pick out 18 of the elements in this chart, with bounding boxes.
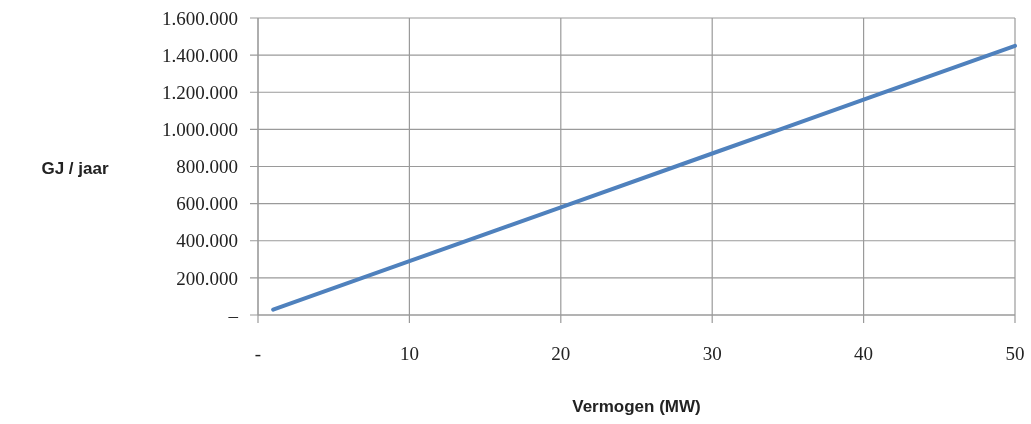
x-tick-label: 50 xyxy=(1005,343,1025,364)
x-tick-label: 10 xyxy=(399,343,419,364)
y-tick-label: 1.200.000 xyxy=(162,81,238,103)
y-tick-label: 200.000 xyxy=(176,267,238,289)
y-tick-label: 800.000 xyxy=(176,156,238,178)
y-tick-label: 1.400.000 xyxy=(162,44,238,66)
x-tick-label: - xyxy=(254,343,262,364)
x-tick-label: 40 xyxy=(854,343,874,364)
x-axis-title: Vermogen (MW) xyxy=(572,397,701,416)
y-tick-label: 400.000 xyxy=(176,230,238,252)
x-tick-label: 20 xyxy=(551,343,571,364)
y-tick-label: – xyxy=(227,304,239,326)
y-tick-label: 1.000.000 xyxy=(162,119,238,141)
y-tick-label: 600.000 xyxy=(176,193,238,215)
y-axis-title: GJ / jaar xyxy=(41,159,109,178)
x-tick-label: 30 xyxy=(702,343,722,364)
y-tick-label: 1.600.000 xyxy=(162,7,238,29)
line-series xyxy=(271,43,1017,312)
